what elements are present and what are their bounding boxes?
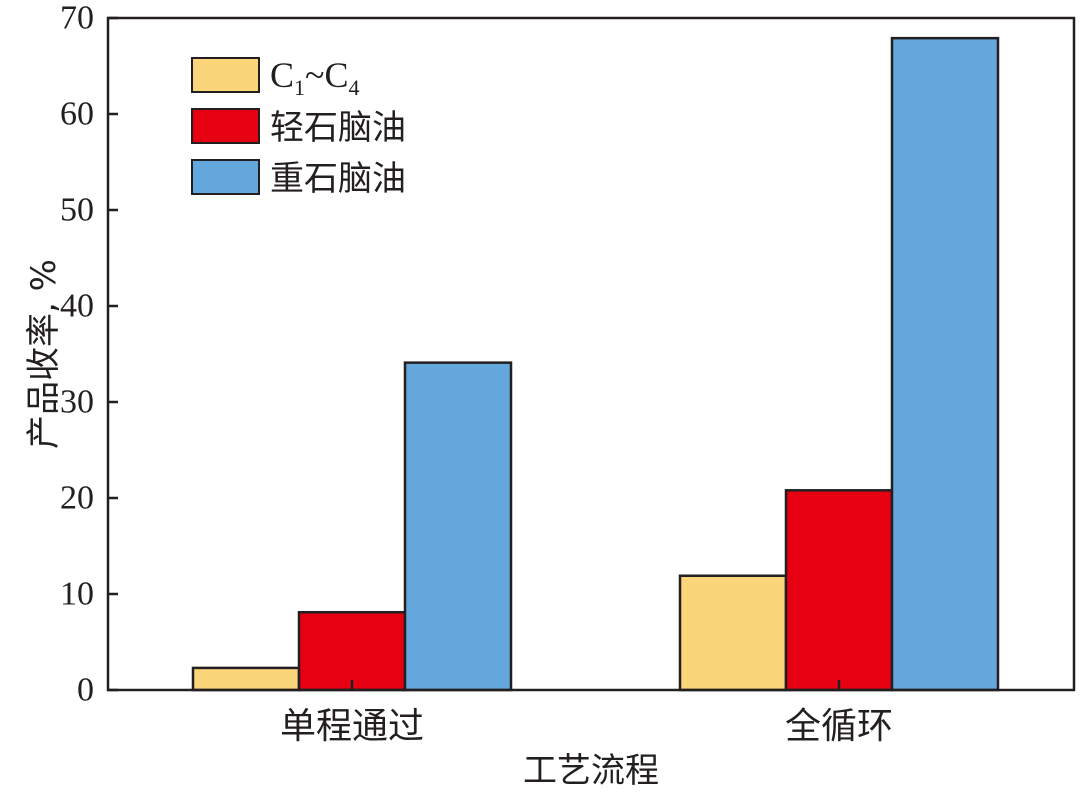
y-axis-title: 产品收率, % (24, 259, 64, 449)
y-tick-label: 60 (60, 96, 94, 133)
y-tick-label: 30 (60, 384, 94, 421)
bar-0-1 (297, 610, 407, 692)
x-category-label: 全循环 (785, 706, 893, 747)
legend: C1~C4 轻石脑油 重石脑油 (191, 55, 406, 199)
legend-label-heavy-naphtha: 重石脑油 (270, 159, 406, 199)
x-category-label: 单程通过 (280, 706, 424, 747)
x-axis-title: 工艺流程 (523, 751, 659, 791)
bar-1-0 (678, 574, 788, 692)
bar-0-2 (403, 361, 513, 692)
bar-1-2 (890, 36, 1000, 692)
plot-frame (106, 16, 1076, 692)
legend-label-light-naphtha: 轻石脑油 (270, 108, 406, 148)
legend-swatch-c1-c4 (191, 57, 260, 93)
y-tick-label: 40 (60, 288, 94, 325)
legend-swatch-heavy-naphtha (191, 159, 260, 195)
y-axis: 0 10 20 30 40 50 60 70 (60, 0, 118, 709)
y-tick-label: 0 (77, 672, 94, 709)
legend-label-c1-c4: C1~C4 (270, 55, 360, 100)
legend-swatch-light-naphtha (191, 108, 260, 144)
bar-0-0 (191, 666, 301, 692)
y-tick-label: 50 (60, 192, 94, 229)
y-tick-label: 10 (60, 576, 94, 613)
y-tick-label: 20 (60, 480, 94, 517)
bars-group (191, 36, 1000, 692)
bar-1-1 (784, 489, 894, 692)
x-axis: 单程通过 全循环 (280, 680, 893, 747)
y-tick-label: 70 (60, 0, 94, 37)
